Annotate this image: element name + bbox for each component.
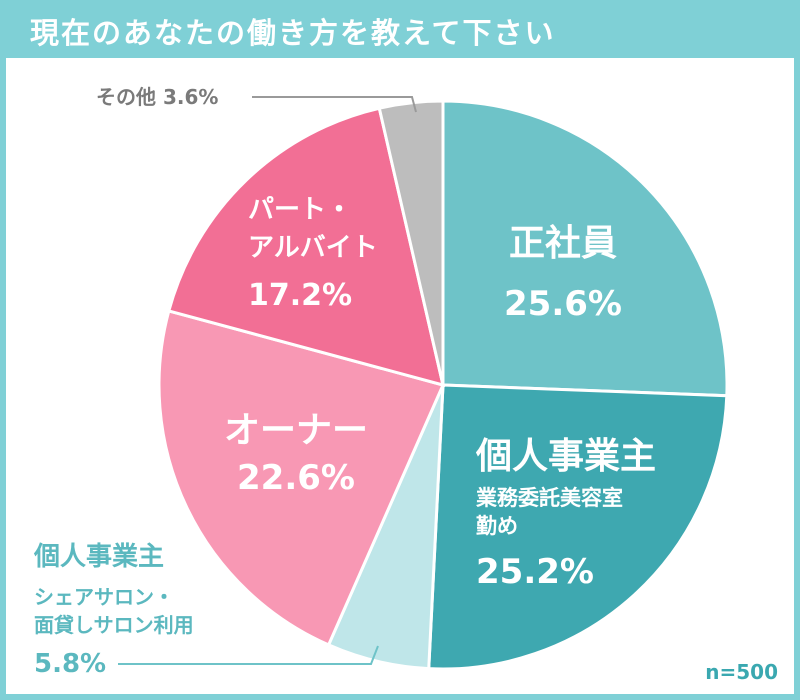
slice-value-label: 17.2% bbox=[248, 278, 352, 313]
pie-slice bbox=[166, 106, 446, 388]
title-bar: 現在のあなたの働き方を教えて下さい bbox=[6, 0, 800, 58]
leader-line bbox=[118, 645, 379, 665]
slice-label: 正社員 bbox=[509, 223, 617, 264]
slice-label: その他 3.6% bbox=[96, 85, 218, 109]
pie-slice bbox=[427, 383, 729, 671]
slice-sublabel: シェアサロン・ bbox=[34, 585, 174, 609]
chart-title: 現在のあなたの働き方を教えて下さい bbox=[30, 16, 556, 50]
sample-size-label: n=500 bbox=[705, 660, 778, 684]
leader-line bbox=[252, 96, 417, 113]
slice-label: アルバイト bbox=[248, 233, 378, 263]
slice-label: パート・ bbox=[248, 195, 352, 225]
slice-value-label: 25.2% bbox=[476, 552, 594, 592]
slice-label: 個人事業主 bbox=[475, 436, 656, 477]
slice-value-label: 25.6% bbox=[504, 284, 622, 324]
slice-sublabel: 面貸しサロン利用 bbox=[34, 613, 194, 637]
pie-chart: 正社員25.6%個人事業主業務委託美容室勤め25.2%個人事業主シェアサロン・面… bbox=[33, 85, 729, 679]
slice-value-label: 22.6% bbox=[237, 458, 355, 498]
slice-sublabel: 業務委託美容室 bbox=[476, 486, 623, 510]
slice-sublabel: 勤め bbox=[476, 514, 518, 538]
slice-label: 個人事業主 bbox=[33, 542, 164, 572]
pie-slice bbox=[157, 309, 446, 647]
pie-slice bbox=[441, 99, 729, 398]
pie-slice bbox=[377, 99, 445, 386]
slice-label: オーナー bbox=[224, 410, 368, 451]
slice-value-label: 5.8% bbox=[34, 649, 106, 679]
